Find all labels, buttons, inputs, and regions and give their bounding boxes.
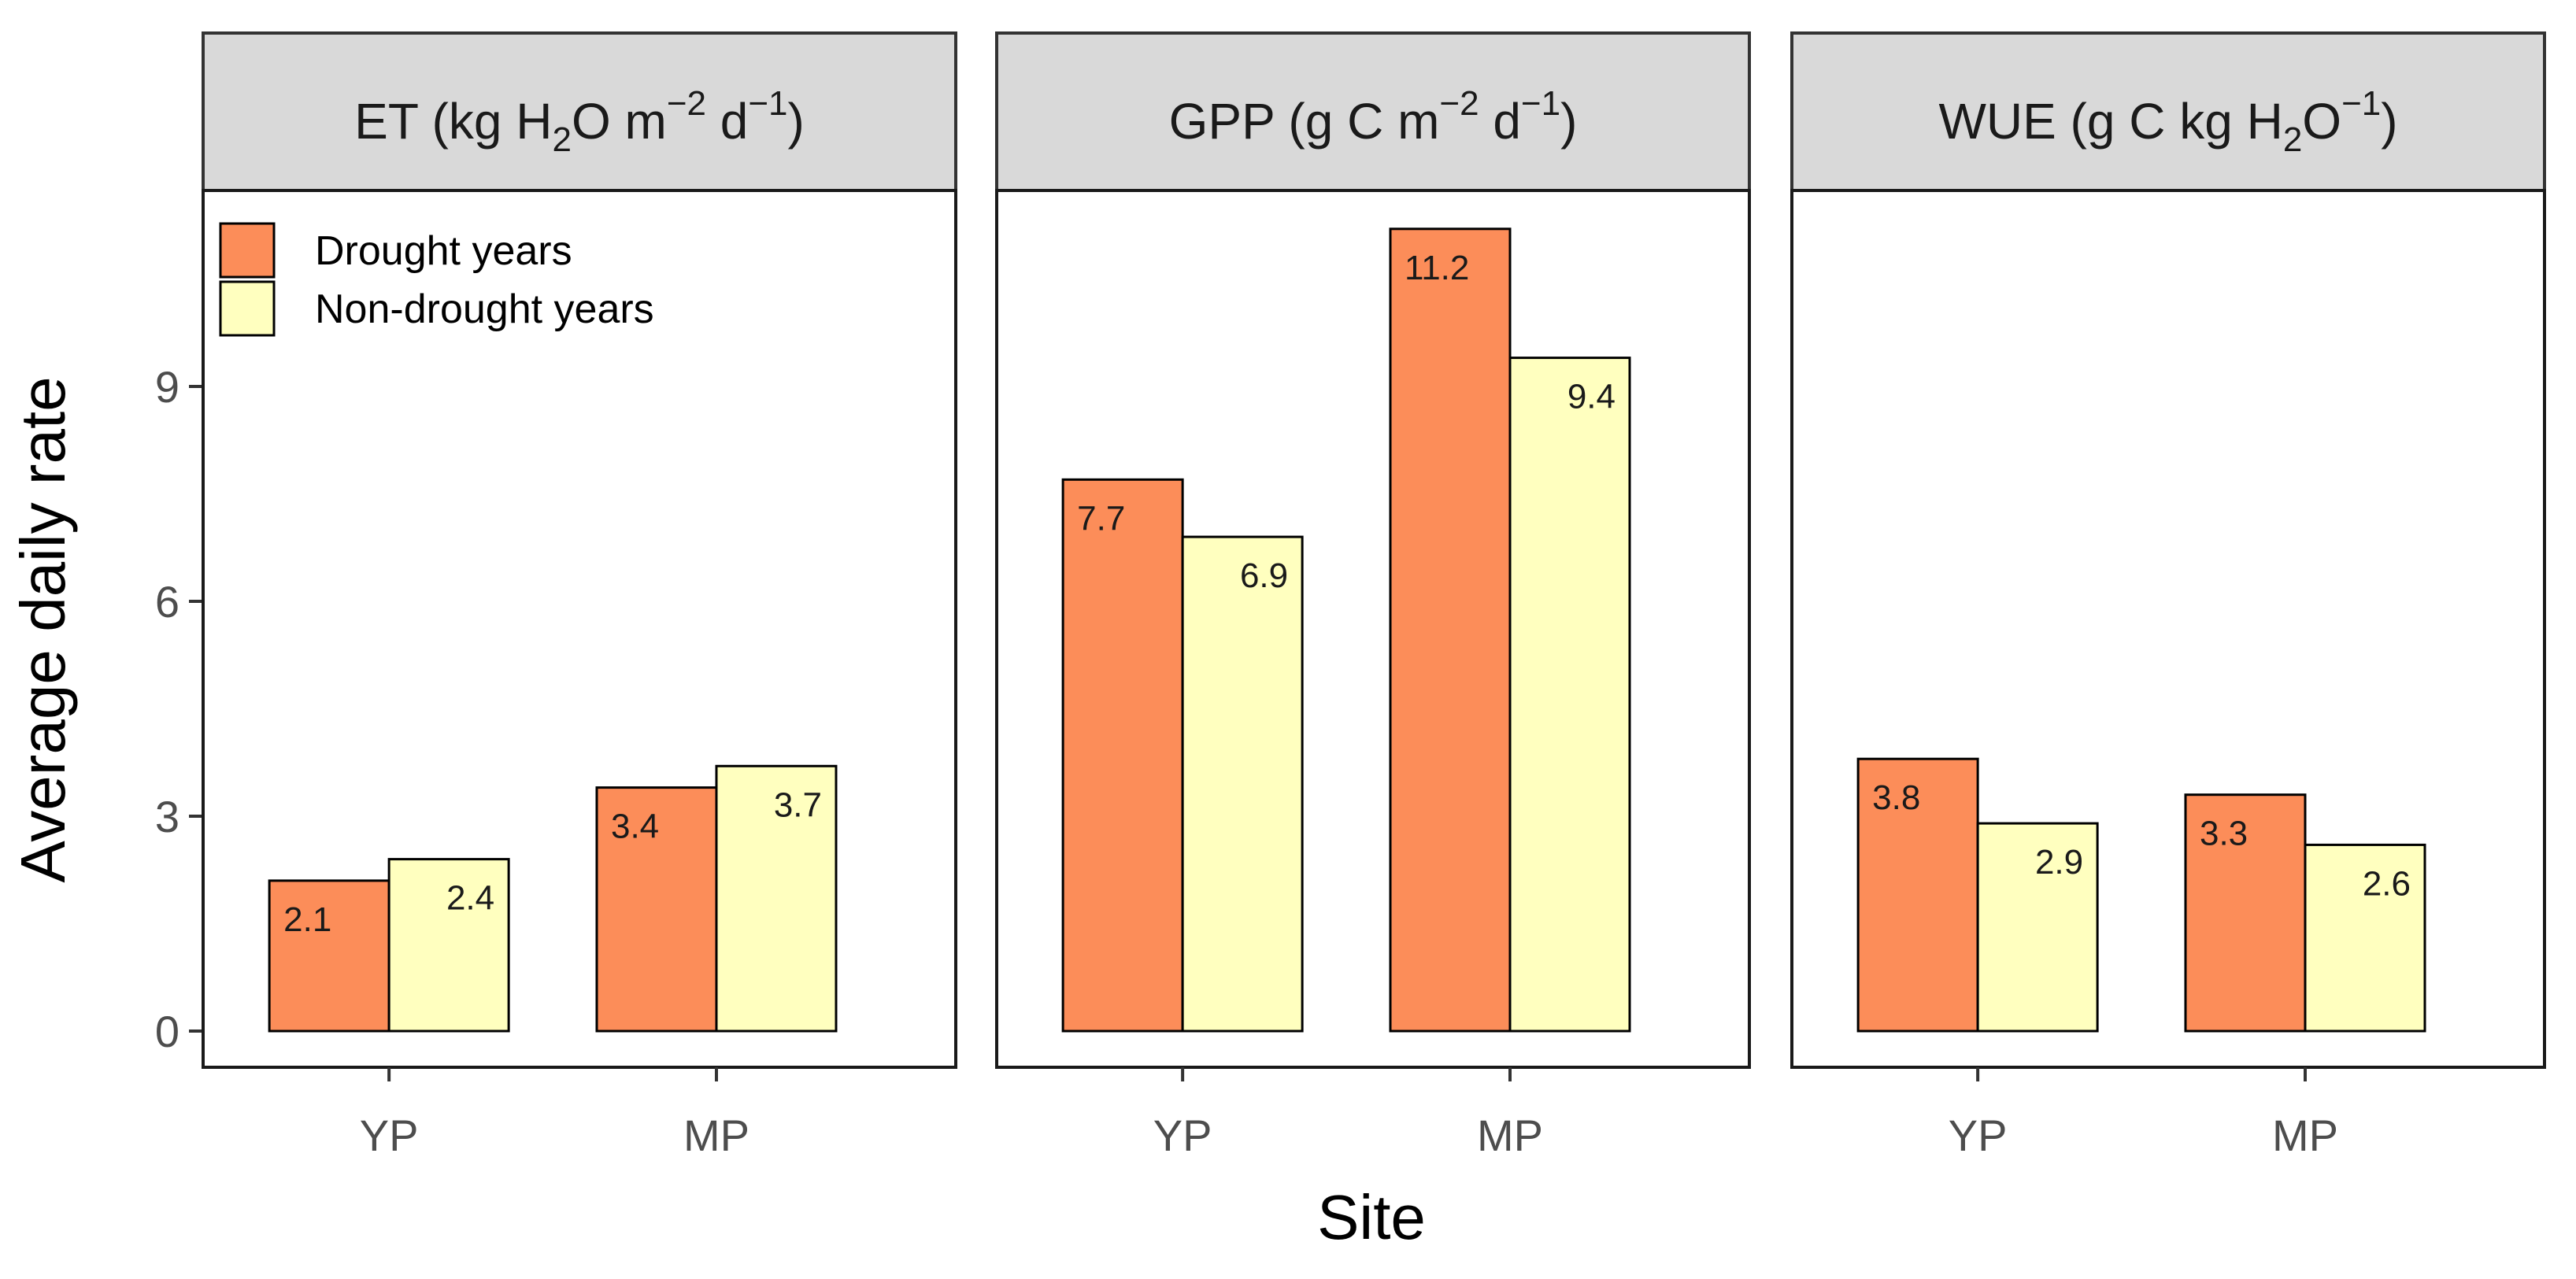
bar-drought-mp	[2184, 793, 2307, 1033]
bar-nondrought-mp	[715, 764, 838, 1033]
bar-data-label: 7.7	[1077, 499, 1125, 538]
panel-strip-title: GPP (g C m−2 d−1)	[1169, 84, 1578, 150]
panel-strip-title: WUE (g C kg H2O−1)	[1938, 84, 2397, 159]
panel-strip	[202, 31, 957, 192]
bar-drought-yp	[268, 879, 390, 1033]
bar-data-label: 11.2	[1405, 249, 1469, 287]
bar-data-label: 3.4	[611, 808, 659, 846]
axes-layer: 0 3 6 9	[155, 362, 203, 1056]
x-axis-title: Site	[1317, 1182, 1426, 1252]
legend-label: Drought years	[315, 228, 572, 274]
bar-nondrought-mp	[1508, 357, 1631, 1033]
bar-data-label: 2.1	[283, 900, 331, 939]
panel-3: WUE (g C kg H2O−1) 3.8 2.9 YP 3.3 2.6 MP	[1790, 31, 2546, 1160]
bar-data-label: 3.8	[1872, 778, 1920, 817]
y-tick-label: 6	[155, 577, 180, 627]
x-tick-label: MP	[2272, 1111, 2338, 1160]
bar-data-label: 9.4	[1567, 378, 1616, 416]
bar-drought-mp	[595, 786, 718, 1033]
bar-data-label: 2.4	[446, 879, 494, 918]
legend-label: Non-drought years	[315, 286, 654, 332]
bar-data-label: 3.3	[2200, 815, 2248, 853]
legend: Drought years Non-drought years	[219, 222, 654, 337]
bar-nondrought-yp	[387, 858, 510, 1033]
bar-data-label: 3.7	[774, 786, 822, 824]
y-axis-title: Average daily rate	[8, 376, 78, 882]
x-tick-label: YP	[1949, 1111, 2008, 1160]
y-tick-label: 9	[155, 362, 180, 412]
x-tick-label: MP	[1477, 1111, 1543, 1160]
panel-strip-title: ET (kg H2O m−2 d−1)	[354, 84, 805, 159]
panel-1: ET (kg H2O m−2 d−1) 2.1 2.4 YP 3.4 3.7 MP Droug…	[202, 31, 957, 1160]
y-tick-label: 0	[155, 1007, 180, 1056]
x-tick-label: MP	[683, 1111, 749, 1160]
panel-strip	[995, 31, 1751, 192]
panel-strip	[1790, 31, 2546, 192]
bar-data-label: 2.9	[2035, 843, 2083, 882]
bar-nondrought-yp	[1976, 822, 2099, 1033]
x-tick-label: YP	[360, 1111, 419, 1160]
bar-drought-yp	[1856, 757, 1979, 1033]
bar-data-label: 2.6	[2363, 864, 2411, 903]
y-tick-label: 3	[155, 792, 180, 841]
bar-nondrought-mp	[2304, 843, 2426, 1033]
bar-nondrought-yp	[1181, 535, 1304, 1033]
bar-drought-yp	[1061, 478, 1184, 1033]
panels-layer: ET (kg H2O m−2 d−1) 2.1 2.4 YP 3.4 3.7 MP Droug…	[202, 31, 2546, 1160]
legend-swatch-drought	[219, 222, 276, 279]
panel-2: GPP (g C m−2 d−1) 7.7 6.9 YP 11.2 9.4 MP	[995, 31, 1751, 1160]
legend-swatch-nondrought	[219, 280, 276, 337]
x-tick-label: YP	[1153, 1111, 1212, 1160]
bar-drought-mp	[1389, 227, 1512, 1033]
bar-data-label: 6.9	[1240, 556, 1288, 595]
